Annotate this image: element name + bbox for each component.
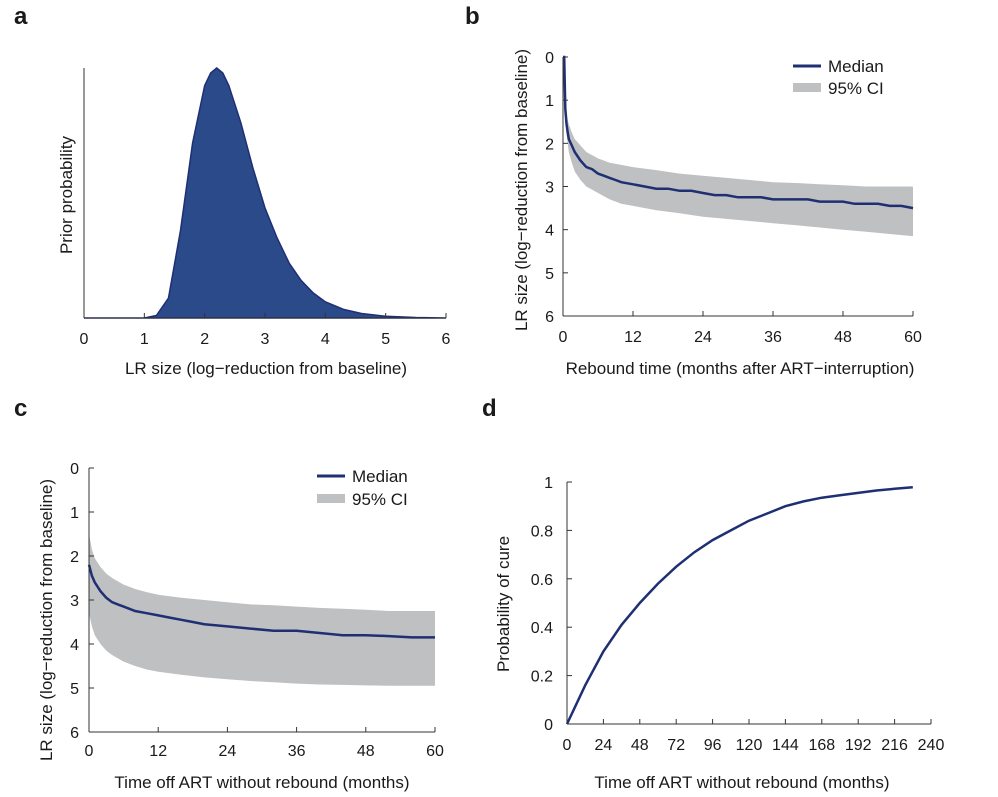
y-tick-label: 4 [70,637,79,654]
y-tick-label: 0 [70,461,79,478]
legend-median-label: Median [352,467,408,486]
x-tick-label: 0 [80,331,89,348]
x-tick-label: 48 [631,737,649,754]
panel-d: d 0 24 48 72 96 120 144 168 192 216 240 0 0.2 0.4 0.6… [482,395,944,792]
prior-distribution-area [84,67,447,319]
panel-c-x-label: Time off ART without rebound (months) [114,773,409,792]
y-tick-label: 3 [70,593,79,610]
y-tick-label: 1 [544,475,553,492]
panel-a-letter: a [14,3,28,30]
panel-c-y-ticks: 0 1 2 3 4 5 6 [70,461,94,742]
x-tick-label: 24 [219,743,237,760]
legend-median-label: Median [828,57,884,76]
y-tick-label: 0 [544,717,553,734]
panel-a-x-ticks: 0 1 2 3 4 5 6 [80,313,451,348]
y-tick-label: 5 [70,681,79,698]
legend-ci-label: 95% CI [352,490,408,509]
x-tick-label: 12 [149,743,167,760]
x-tick-label: 0 [559,329,568,346]
panel-c-x-ticks: 0 12 24 36 48 60 [85,727,444,760]
panel-d-x-ticks: 0 24 48 72 96 120 144 168 192 216 240 [563,719,945,754]
y-tick-label: 4 [545,223,554,240]
panel-c-legend: Median 95% CI [317,467,408,509]
panel-b-letter: b [465,3,480,30]
y-tick-label: 1 [545,93,554,110]
x-tick-label: 192 [845,737,872,754]
x-tick-label: 5 [381,331,390,348]
x-tick-label: 120 [736,737,763,754]
x-tick-label: 216 [881,737,908,754]
x-tick-label: 12 [624,329,642,346]
panel-b-median-line [562,55,914,210]
x-tick-label: 240 [918,737,945,754]
x-tick-label: 48 [834,329,852,346]
x-tick-label: 6 [442,331,451,348]
panel-b-y-label: LR size (log−reduction from baseline) [512,49,531,331]
x-tick-label: 72 [667,737,685,754]
y-tick-label: 0.2 [531,669,553,686]
panel-a-x-label: LR size (log−reduction from baseline) [125,359,407,378]
x-tick-label: 144 [772,737,799,754]
panel-c-letter: c [14,395,27,422]
x-tick-label: 2 [200,331,209,348]
x-tick-label: 36 [764,329,782,346]
panel-d-letter: d [482,395,497,422]
x-tick-label: 168 [808,737,835,754]
panel-a-y-label: Prior probability [57,135,76,254]
legend-ci-label: 95% CI [828,79,884,98]
panel-a: a 0 1 2 3 4 5 6 LR size (log−reduction from ba… [14,3,451,378]
x-tick-label: 48 [357,743,375,760]
y-tick-label: 6 [545,309,554,326]
x-tick-label: 0 [85,743,94,760]
x-tick-label: 60 [426,743,444,760]
panel-b-legend: Median 95% CI [793,57,884,98]
x-tick-label: 4 [321,331,330,348]
panel-d-y-ticks: 0 0.2 0.4 0.6 0.8 1 [531,475,572,734]
y-tick-label: 0 [545,50,554,67]
y-tick-label: 3 [545,180,554,197]
y-tick-label: 0.6 [531,572,553,589]
x-tick-label: 36 [288,743,306,760]
y-tick-label: 5 [545,266,554,283]
panel-c-ci-band [89,534,435,686]
x-tick-label: 24 [595,737,613,754]
legend-ci-swatch [317,494,345,503]
x-tick-label: 96 [704,737,722,754]
panel-d-cure-curve [565,486,913,725]
y-tick-label: 0.4 [531,620,553,637]
x-tick-label: 3 [261,331,270,348]
x-tick-label: 0 [563,737,572,754]
panel-b-x-ticks: 0 12 24 36 48 60 [559,311,922,346]
panel-c-median-line [87,564,435,639]
x-tick-label: 24 [694,329,712,346]
y-tick-label: 0.8 [531,523,553,540]
y-tick-label: 2 [545,136,554,153]
panel-c-y-label: LR size (log−reduction from baseline) [37,479,56,761]
x-tick-label: 60 [904,329,922,346]
panel-b-ci-band [563,57,913,237]
panel-b-x-label: Rebound time (months after ART−interrupt… [566,359,915,378]
y-tick-label: 2 [70,549,79,566]
x-tick-label: 1 [140,331,149,348]
y-tick-label: 1 [70,505,79,522]
panel-d-y-label: Probability of cure [494,536,513,672]
panel-d-x-label: Time off ART without rebound (months) [594,773,889,792]
legend-ci-swatch [793,83,821,92]
y-tick-label: 6 [70,725,79,742]
panel-b-y-ticks: 0 1 2 3 4 5 6 [545,50,568,326]
